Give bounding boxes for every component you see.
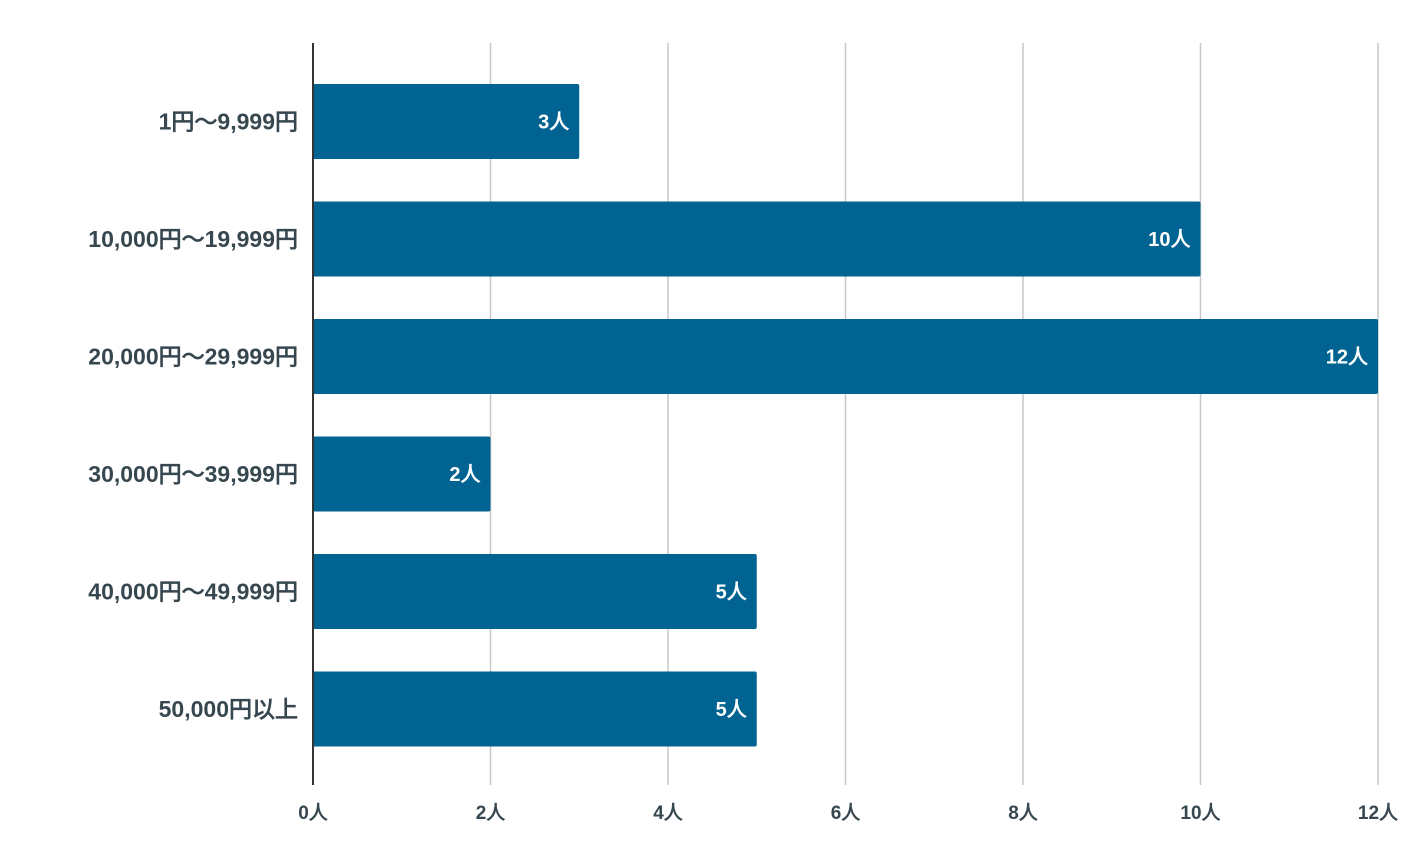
x-tick-label: 2人 [476,802,507,824]
bars [313,84,1378,747]
x-tick-label: 4人 [653,802,684,824]
bar-value-label: 2人 [449,463,481,486]
category-label: 30,000円〜39,999円 [88,461,298,487]
x-tick-label: 8人 [1008,802,1039,824]
bar-value-label: 5人 [716,581,748,604]
bar [313,671,757,747]
bar-value-label: 12人 [1326,346,1369,369]
category-label: 1円〜9,999円 [159,109,298,135]
category-labels: 1円〜9,999円 10,000円〜19,999円 20,000円〜29,999円 3… [88,109,298,723]
x-tick-label: 0人 [298,802,329,824]
bar-value-label: 3人 [538,111,570,134]
x-tick-label: 10人 [1180,802,1221,824]
category-label: 20,000円〜29,999円 [88,344,298,370]
bar [313,554,757,629]
x-tick-label: 12人 [1358,802,1399,824]
x-tick-label: 6人 [831,802,862,824]
data-labels: 3人 10人 12人 2人 5人 5人 [449,111,1369,722]
category-label: 40,000円〜49,999円 [88,579,298,605]
category-label: 50,000円以上 [159,696,298,722]
category-label: 10,000円〜19,999円 [88,226,298,252]
bar [313,436,491,512]
bar [313,201,1201,277]
gridlines [489,43,1379,785]
bar-value-label: 5人 [716,698,748,721]
bar [313,84,580,159]
x-tick-labels: 0人 2人 4人 6人 8人 10人 12人 [298,802,1399,824]
bar-value-label: 10人 [1148,228,1191,251]
bar [313,319,1378,394]
